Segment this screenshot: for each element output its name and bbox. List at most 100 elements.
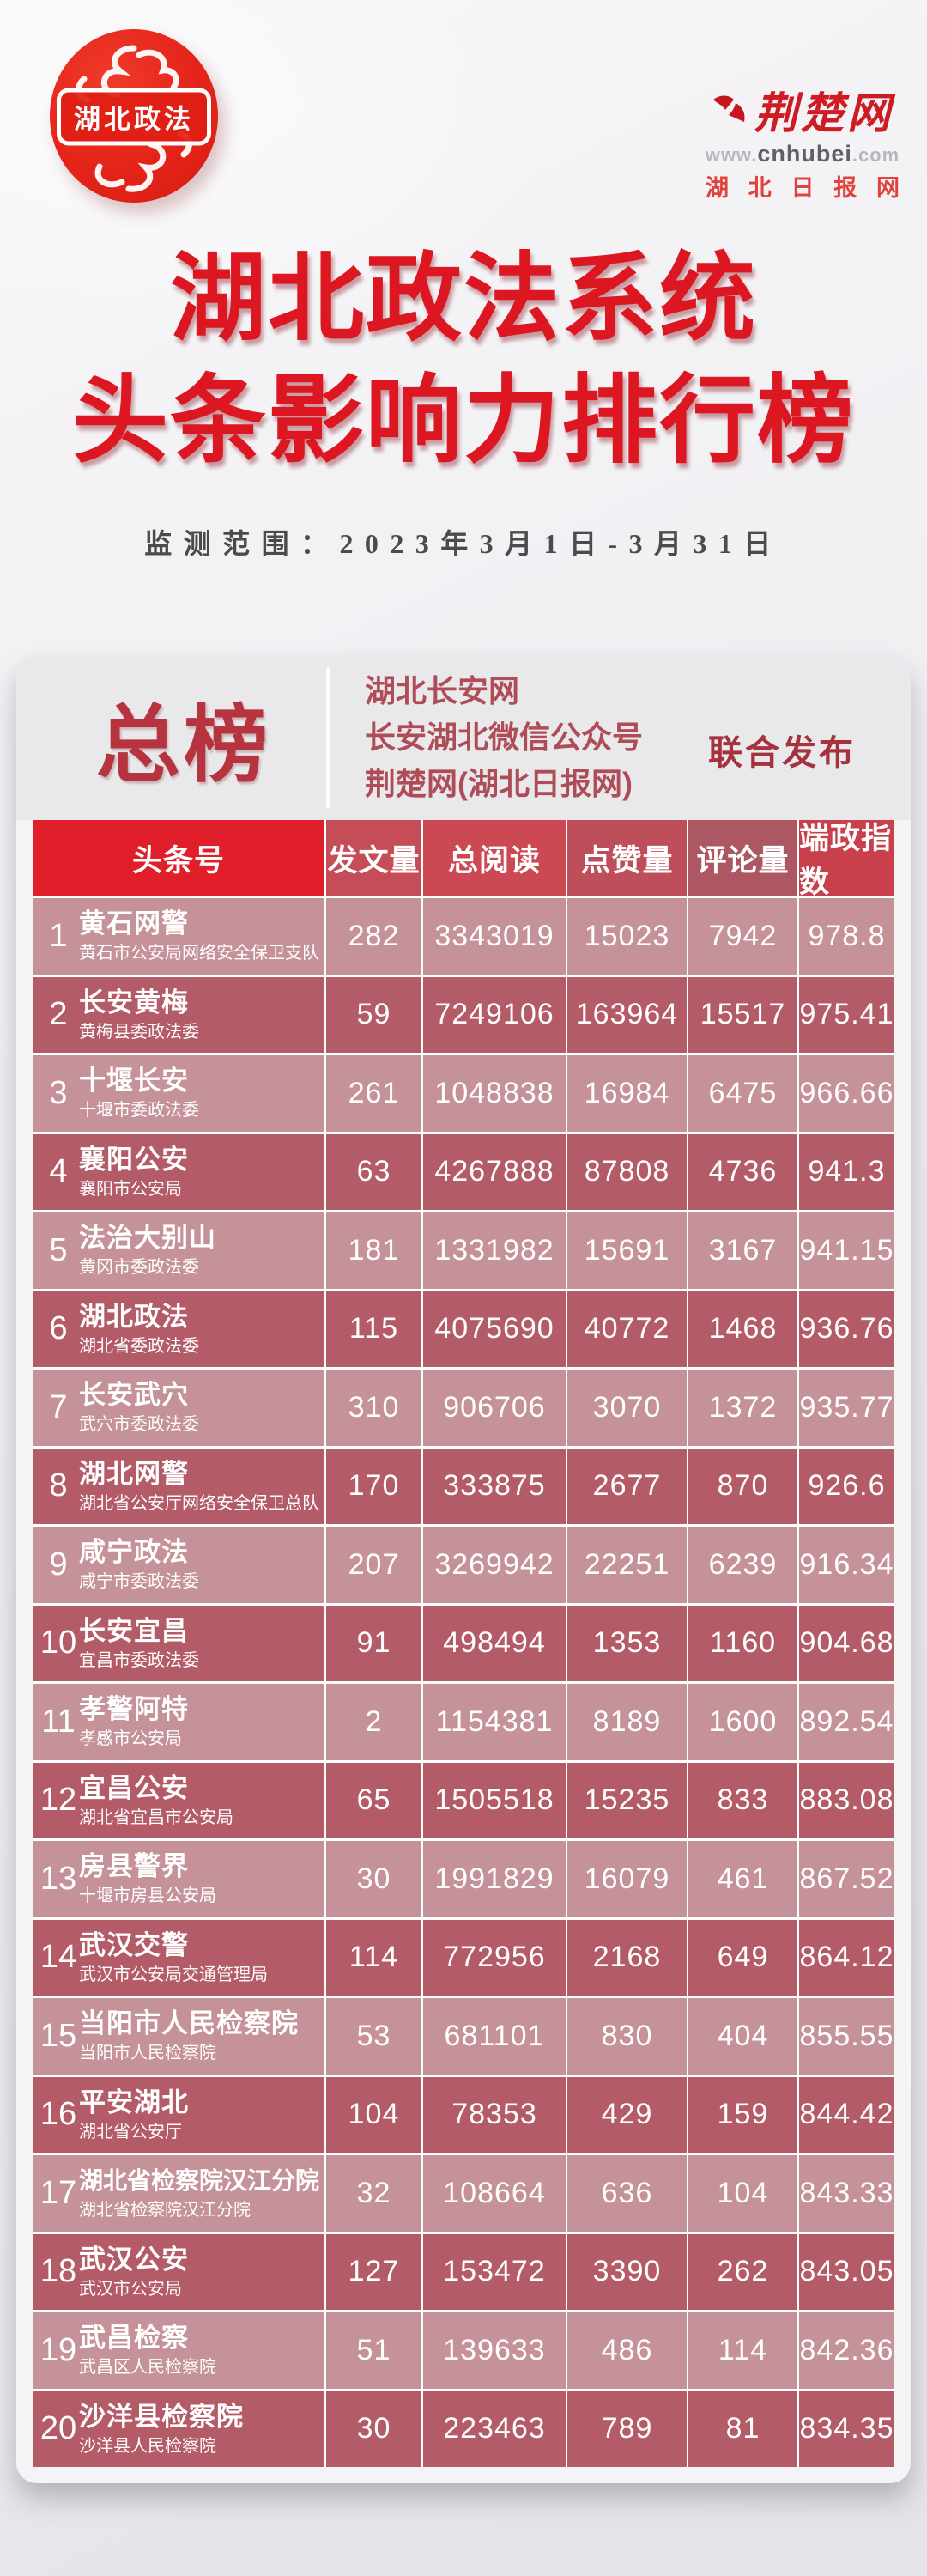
- reads-value: 108664: [423, 2155, 566, 2232]
- index-value: 867.52: [799, 1841, 894, 1917]
- account-name: 武汉公安: [79, 2244, 189, 2275]
- account-block: 平安湖北 湖北省公安厅: [79, 2086, 189, 2144]
- reads-value: 3269942: [423, 1527, 566, 1603]
- posts-value: 170: [326, 1448, 421, 1524]
- likes-value: 3070: [567, 1370, 687, 1446]
- account-org: 湖北省宜昌市公安局: [79, 1807, 233, 1827]
- account-org: 咸宁市委政法委: [79, 1572, 199, 1592]
- posts-value: 30: [326, 1841, 421, 1917]
- page-title: 湖北政法系统 头条影响力排行榜: [0, 239, 927, 483]
- reads-value: 4267888: [423, 1133, 566, 1210]
- comments-value: 1600: [688, 1684, 797, 1760]
- account-cell: 8 湖北网警 湖北省公安厅网络安全保卫总队: [33, 1448, 324, 1524]
- likes-value: 486: [567, 2312, 687, 2389]
- index-value: 916.34: [799, 1527, 894, 1603]
- account-cell: 6 湖北政法 湖北省委政法委: [33, 1291, 324, 1367]
- likes-value: 16079: [567, 1841, 687, 1917]
- account-org: 十堰市委政法委: [79, 1101, 199, 1121]
- index-value: 975.41: [799, 976, 894, 1053]
- reads-value: 681101: [423, 1998, 566, 2075]
- comments-value: 81: [688, 2391, 797, 2467]
- board-header: 总榜 湖北长安网 长安湖北微信公众号 荆楚网(湖北日报网) 联合发布: [16, 655, 911, 820]
- account-org: 湖北省检察院汉江分院: [79, 2201, 251, 2221]
- account-cell: 18 武汉公安 武汉市公安局: [33, 2233, 324, 2310]
- account-name: 湖北网警: [79, 1458, 189, 1489]
- publisher-list: 湖北长安网 长安湖北微信公众号 荆楚网(湖北日报网): [365, 668, 643, 807]
- account-cell: 14 武汉交警 武汉市公安局交通管理局: [33, 1919, 324, 1996]
- joint-release-label: 联合发布: [708, 734, 856, 772]
- account-org: 武穴市委政法委: [79, 1415, 199, 1435]
- comments-value: 870: [688, 1448, 797, 1524]
- account-block: 黄石网警 黄石市公安局网络安全保卫支队: [79, 907, 319, 965]
- posts-value: 59: [326, 976, 421, 1053]
- likes-value: 789: [567, 2391, 687, 2467]
- likes-value: 1353: [567, 1605, 687, 1681]
- posts-value: 32: [326, 2155, 421, 2232]
- index-value: 904.68: [799, 1605, 894, 1681]
- account-org: 武汉市公安局交通管理局: [79, 1965, 268, 1984]
- rank-label: 20: [39, 2410, 77, 2447]
- rank-label: 13: [39, 1860, 77, 1897]
- account-org: 襄阳市公安局: [79, 1179, 182, 1199]
- reads-value: 223463: [423, 2391, 566, 2467]
- table-row: 16 平安湖北 湖北省公安厅 104 78353 429 159 844.42: [33, 2076, 894, 2153]
- rank-label: 11: [41, 1703, 76, 1740]
- rank-label: 18: [39, 2253, 77, 2290]
- account-org: 黄冈市委政法委: [79, 1258, 199, 1278]
- rank-label: 15: [39, 2017, 77, 2054]
- account-org: 湖北省公安厅网络安全保卫总队: [79, 1493, 319, 1513]
- rank-label: 12: [39, 1782, 77, 1819]
- comments-value: 15517: [688, 976, 797, 1053]
- index-value: 855.55: [799, 1998, 894, 2075]
- posts-value: 51: [326, 2312, 421, 2389]
- index-value: 935.77: [799, 1370, 894, 1446]
- reads-value: 498494: [423, 1605, 566, 1681]
- header-comments: 评论量: [688, 820, 797, 896]
- publisher-item: 长安湖北微信公众号: [365, 720, 644, 755]
- reads-value: 1154381: [423, 1684, 566, 1760]
- posts-value: 310: [326, 1370, 421, 1446]
- header-index: 端政指数: [799, 820, 894, 899]
- account-block: 法治大别山 黄冈市委政法委: [79, 1221, 216, 1279]
- posts-value: 91: [326, 1605, 421, 1681]
- header-account: 头条号: [33, 820, 324, 896]
- comments-value: 104: [688, 2155, 797, 2232]
- index-value: 834.35: [799, 2391, 894, 2467]
- reads-value: 906706: [423, 1370, 566, 1446]
- index-value: 844.42: [799, 2076, 894, 2153]
- table-row: 6 湖北政法 湖北省委政法委 115 4075690 40772 1468 936.76: [33, 1291, 894, 1367]
- index-value: 926.6: [799, 1448, 894, 1524]
- likes-value: 2168: [567, 1919, 687, 1996]
- likes-value: 2677: [567, 1448, 687, 1524]
- comments-value: 114: [688, 2312, 797, 2389]
- table-row: 14 武汉交警 武汉市公安局交通管理局 114 772956 2168 649 864.12: [33, 1919, 894, 1996]
- account-block: 武汉交警 武汉市公安局交通管理局: [79, 1929, 268, 1987]
- account-name: 房县警界: [79, 1851, 189, 1882]
- header-likes: 点赞量: [567, 820, 687, 896]
- account-cell: 12 宜昌公安 湖北省宜昌市公安局: [33, 1762, 324, 1838]
- account-cell: 10 长安宜昌 宜昌市委政法委: [33, 1605, 324, 1681]
- comments-value: 262: [688, 2233, 797, 2310]
- board-badge: 总榜: [95, 697, 271, 792]
- comments-value: 1468: [688, 1291, 797, 1367]
- table-row: 1 黄石网警 黄石市公安局网络安全保卫支队 282 3343019 15023 7942 97…: [33, 898, 894, 975]
- reads-value: 1048838: [423, 1055, 566, 1132]
- account-block: 湖北政法 湖北省委政法委: [79, 1300, 199, 1358]
- table-row: 17 湖北省检察院汉江分院 湖北省检察院汉江分院 32 108664 636 104 843.…: [33, 2155, 894, 2232]
- posts-value: 127: [326, 2233, 421, 2310]
- table-row: 5 法治大别山 黄冈市委政法委 181 1331982 15691 3167 941.15: [33, 1212, 894, 1289]
- rank-label: 16: [39, 2096, 77, 2133]
- account-org: 武昌区人民检察院: [79, 2358, 216, 2378]
- ranking-card: 总榜 湖北长安网 长安湖北微信公众号 荆楚网(湖北日报网) 联合发布 头条号 发…: [16, 655, 911, 2483]
- ranking-table: 头条号 发文量 总阅读 点赞量 评论量 端政指数 1 黄石网警 黄石市公安局网络安全…: [33, 820, 894, 2467]
- title-line-2: 头条影响力排行榜: [72, 368, 855, 475]
- comments-value: 7942: [688, 898, 797, 975]
- index-value: 936.76: [799, 1291, 894, 1367]
- posts-value: 63: [326, 1133, 421, 1210]
- rank-label: 5: [49, 1231, 68, 1268]
- account-org: 沙洋县人民检察院: [79, 2436, 216, 2456]
- likes-value: 163964: [567, 976, 687, 1053]
- likes-value: 15235: [567, 1762, 687, 1838]
- posts-value: 114: [326, 1919, 421, 1996]
- reads-value: 139633: [423, 2312, 566, 2389]
